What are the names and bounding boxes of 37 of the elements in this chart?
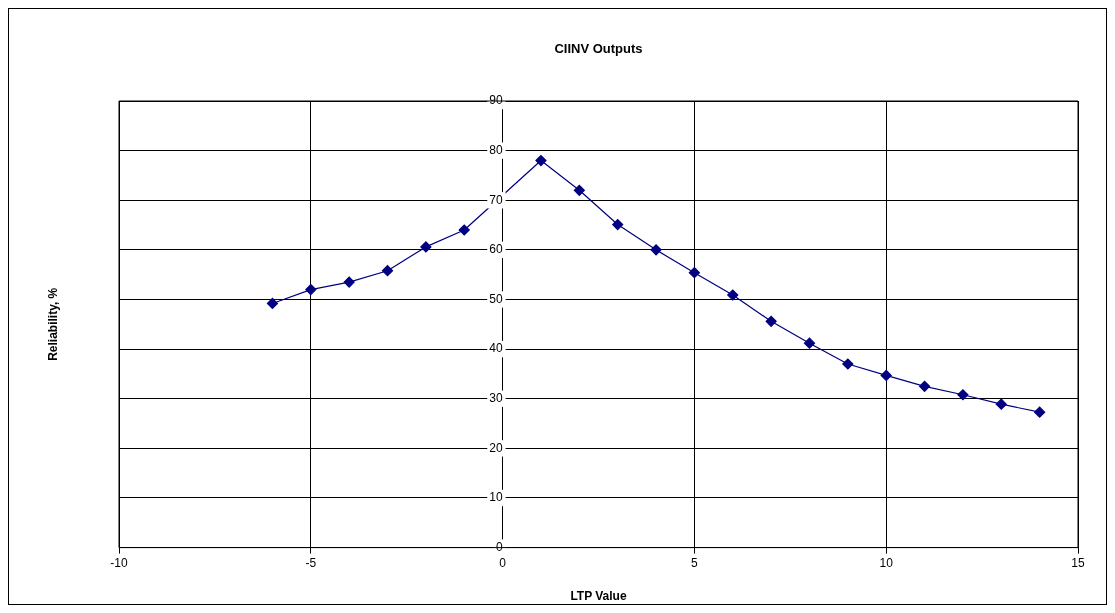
point: [1034, 406, 1046, 418]
point: [995, 398, 1007, 410]
point: [688, 267, 700, 279]
point: [266, 297, 279, 310]
y-tick-label: 50: [489, 291, 503, 306]
point: [573, 184, 585, 196]
point: [381, 265, 394, 277]
point: [957, 389, 969, 401]
x-tick-label: 10: [879, 556, 894, 571]
x-axis-title: LTP Value: [570, 588, 627, 603]
y-tick-label: 80: [489, 142, 503, 157]
point: [612, 218, 624, 231]
y-axis-title: Reliability, %: [46, 287, 60, 361]
y-tick-label: 20: [489, 440, 503, 455]
point: [343, 276, 355, 288]
point: [803, 337, 816, 349]
point: [305, 283, 317, 296]
point: [727, 289, 739, 301]
y-tick-label: 60: [489, 242, 503, 257]
point: [918, 380, 931, 392]
y-tick-label: 70: [489, 192, 503, 207]
point: [765, 315, 777, 327]
x-tick-label: -5: [305, 556, 317, 571]
x-tick-label: 15: [1071, 556, 1085, 571]
chart-title: CIINV Outputs: [554, 41, 643, 56]
y-tick-label: 10: [489, 490, 503, 505]
y-tick-label: 90: [489, 93, 503, 108]
point: [650, 244, 662, 256]
point: [842, 358, 854, 370]
x-tick-label: 5: [691, 556, 699, 571]
point: [880, 369, 892, 382]
point: [535, 154, 547, 167]
point: [458, 224, 470, 236]
x-tick-label: -10: [110, 556, 128, 571]
y-tick-label: 30: [489, 391, 503, 406]
point: [420, 241, 432, 253]
y-tick-label: 40: [489, 341, 503, 356]
